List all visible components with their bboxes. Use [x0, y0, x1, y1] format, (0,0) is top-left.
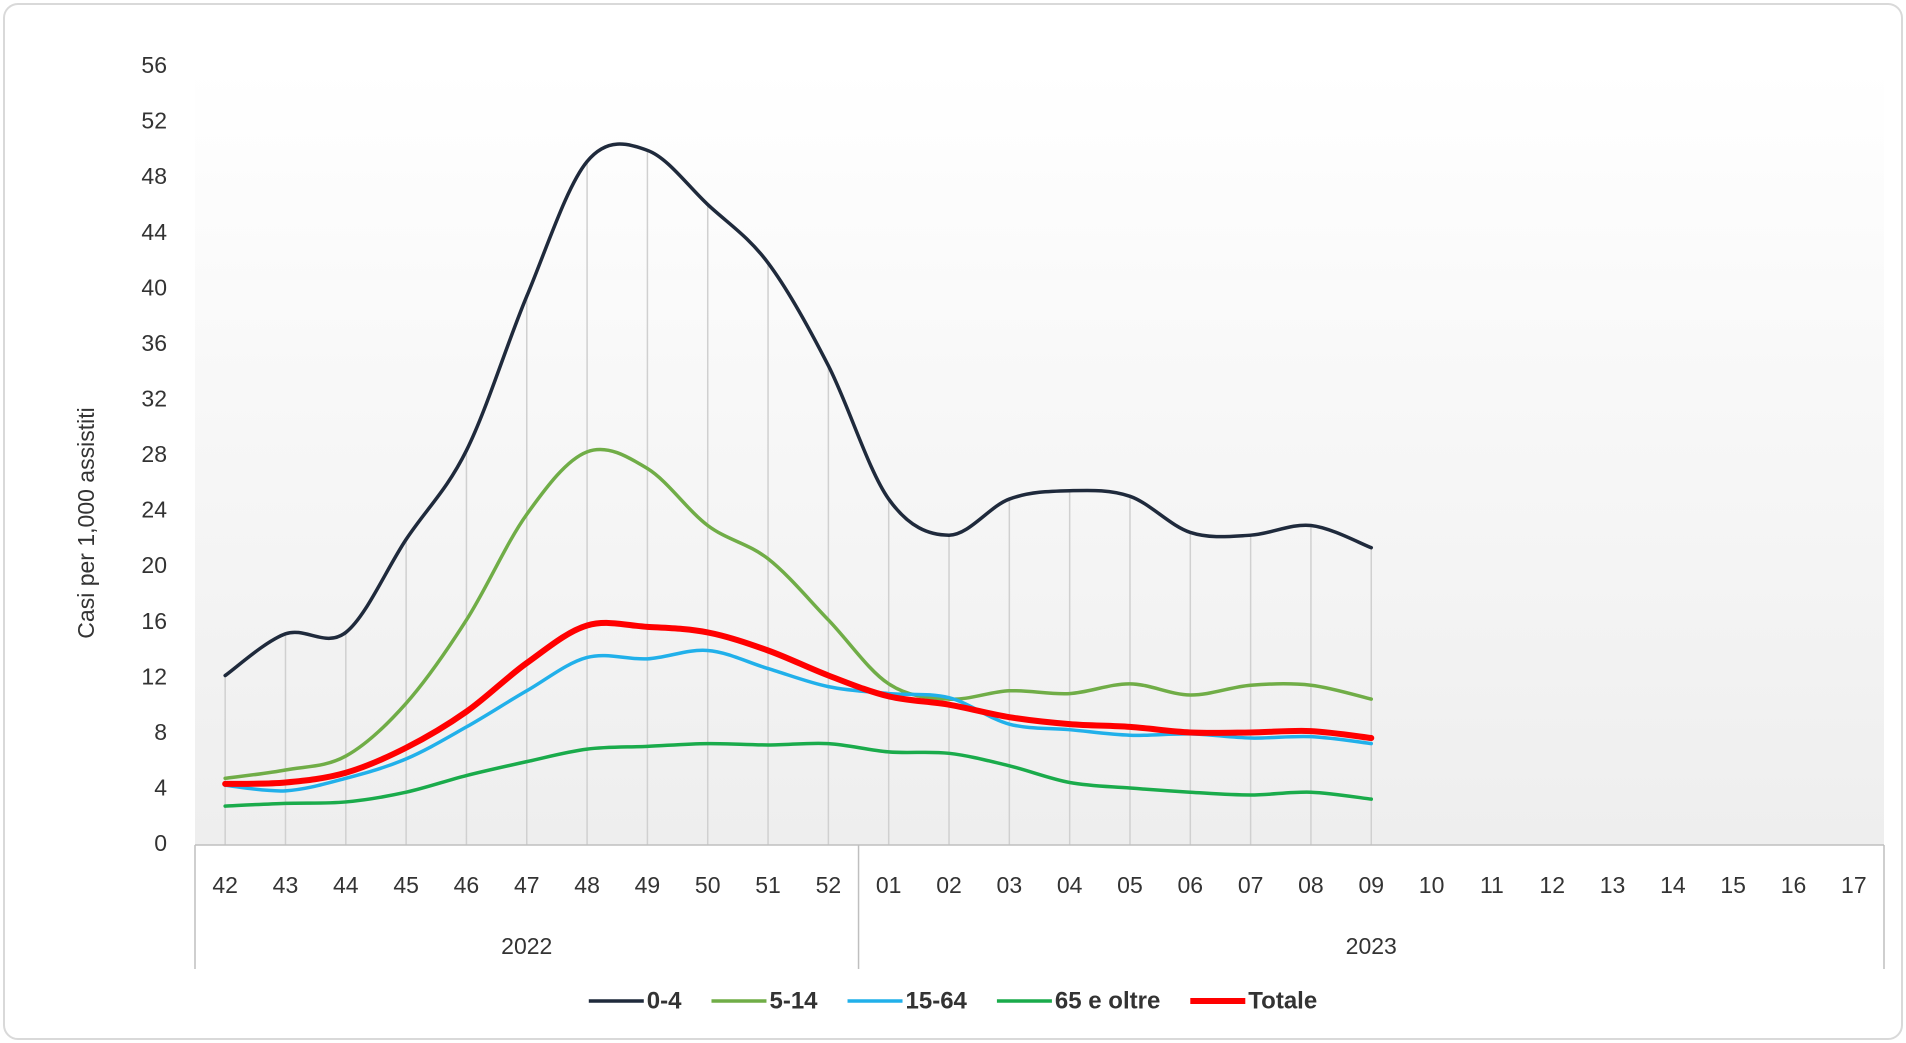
x-tick-label: 17 [1841, 872, 1867, 898]
x-tick-label: 43 [273, 872, 299, 898]
legend-item: 5-14 [711, 987, 818, 1014]
legend-item: Totale [1190, 987, 1317, 1014]
series-line [222, 619, 1375, 787]
x-tick-label: 10 [1419, 872, 1445, 898]
x-tick-label: 44 [333, 872, 359, 898]
legend-label: 15-64 [906, 987, 968, 1014]
legend-label: 5-14 [769, 987, 818, 1014]
legend-item: 65 e oltre [996, 987, 1160, 1014]
x-tick-label: 47 [514, 872, 540, 898]
x-tick-label: 48 [574, 872, 600, 898]
x-tick-label: 50 [695, 872, 721, 898]
x-tick-label: 01 [876, 872, 902, 898]
x-tick-label: 14 [1660, 872, 1686, 898]
x-tick-label: 15 [1720, 872, 1746, 898]
x-tick-label: 02 [936, 872, 962, 898]
y-tick-label: 52 [141, 108, 167, 134]
y-tick-label: 40 [141, 274, 167, 300]
x-group-label: 2023 [1346, 933, 1397, 959]
x-tick-label: 04 [1057, 872, 1083, 898]
y-tick-label: 36 [141, 330, 167, 356]
x-tick-label: 16 [1781, 872, 1807, 898]
y-axis-title: Casi per 1,000 assistiti [73, 407, 99, 638]
legend: 0-4 5-14 15-64 65 e oltre Totale [588, 987, 1317, 1014]
legend-item: 0-4 [588, 987, 682, 1014]
series-line [223, 447, 1374, 781]
legend-item: 15-64 [847, 987, 968, 1014]
y-tick-label: 28 [141, 441, 167, 467]
plot-area [195, 67, 1884, 845]
y-tick-label: 44 [141, 219, 167, 245]
x-tick-label: 12 [1539, 872, 1565, 898]
x-tick-label: 08 [1298, 872, 1324, 898]
y-tick-label: 0 [154, 830, 167, 856]
y-tick-label: 12 [141, 663, 167, 689]
legend-label: 0-4 [647, 987, 682, 1014]
x-tick-label: 13 [1600, 872, 1626, 898]
y-tick-label: 48 [141, 163, 167, 189]
x-group-label: 2022 [501, 933, 552, 959]
x-tick-label: 52 [816, 872, 842, 898]
legend-label: Totale [1248, 987, 1317, 1014]
legend-label: 65 e oltre [1055, 987, 1160, 1014]
y-tick-label: 32 [141, 386, 167, 412]
x-tick-label: 51 [755, 872, 781, 898]
y-tick-label: 24 [141, 497, 167, 523]
series-line [223, 142, 1374, 678]
x-tick-label: 42 [212, 872, 238, 898]
y-tick-label: 8 [154, 719, 167, 745]
x-tick-label: 03 [997, 872, 1023, 898]
x-tick-label: 05 [1117, 872, 1143, 898]
y-tick-label: 4 [154, 775, 167, 801]
series-line [223, 741, 1374, 808]
x-tick-label: 11 [1480, 872, 1504, 898]
x-tick-label: 45 [393, 872, 419, 898]
x-tick-label: 07 [1238, 872, 1264, 898]
x-tick-label: 06 [1178, 872, 1204, 898]
x-tick-label: 09 [1358, 872, 1384, 898]
x-tick-label: 46 [454, 872, 480, 898]
x-tick-label: 49 [635, 872, 661, 898]
y-tick-label: 16 [141, 608, 167, 634]
y-tick-label: 56 [141, 52, 167, 78]
y-tick-label: 20 [141, 552, 167, 578]
